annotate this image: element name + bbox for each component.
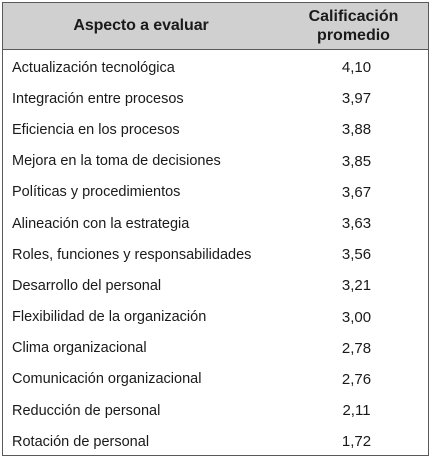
row-aspect: Comunicación organizacional xyxy=(12,371,202,388)
row-score: 2,78 xyxy=(341,339,372,357)
row-aspect: Rotación de personal xyxy=(12,433,150,450)
table-row: Clima organizacional 2,78 xyxy=(3,333,428,364)
header-aspect: Aspecto a evaluar xyxy=(73,17,209,34)
table-row: Actualización tecnológica 4,10 xyxy=(3,52,428,83)
row-aspect: Alineación con la estrategia xyxy=(12,215,190,232)
table-row: Rotación de personal 1,72 xyxy=(3,426,428,457)
table-row: Roles, funciones y responsabilidades 3,5… xyxy=(3,239,428,270)
table-row: Flexibilidad de la organización 3,00 xyxy=(3,302,428,333)
header-score-line1: Calificación xyxy=(308,8,399,25)
row-score: 4,10 xyxy=(341,59,372,77)
header-score: Calificación promedio xyxy=(279,3,428,49)
table-row: Comunicación organizacional 2,76 xyxy=(3,364,428,395)
table-row: Alineación con la estrategia 3,63 xyxy=(3,208,428,239)
row-aspect: Actualización tecnológica xyxy=(12,59,175,76)
row-aspect: Flexibilidad de la organización xyxy=(12,309,207,326)
row-score: 3,00 xyxy=(341,308,372,326)
row-score: 3,21 xyxy=(341,277,372,295)
table-row: Políticas y procedimientos 3,67 xyxy=(3,177,428,208)
header-score-line2: promedio xyxy=(317,27,390,44)
row-aspect: Eficiencia en los procesos xyxy=(12,121,180,138)
row-score: 2,11 xyxy=(342,402,371,420)
table-row: Desarrollo del personal 3,21 xyxy=(3,270,428,301)
row-aspect: Políticas y procedimientos xyxy=(12,184,181,201)
row-score: 1,72 xyxy=(341,433,372,451)
row-score: 3,88 xyxy=(341,121,372,139)
row-aspect: Desarrollo del personal xyxy=(12,277,162,294)
evaluation-table: Aspecto a evaluar Calificación promedio … xyxy=(2,2,429,456)
table-row: Integración entre procesos 3,97 xyxy=(3,83,428,114)
row-score: 3,97 xyxy=(341,90,372,108)
table-header: Aspecto a evaluar Calificación promedio xyxy=(3,3,428,50)
row-aspect: Clima organizacional xyxy=(12,340,147,357)
row-aspect: Reducción de personal xyxy=(12,402,161,419)
table-row: Mejora en la toma de decisiones 3,85 xyxy=(3,146,428,177)
row-score: 2,76 xyxy=(341,370,372,388)
table-row: Eficiencia en los procesos 3,88 xyxy=(3,114,428,145)
table-body: Actualización tecnológica 4,10 Integraci… xyxy=(3,50,428,457)
row-score: 3,85 xyxy=(341,152,372,170)
row-aspect: Integración entre procesos xyxy=(12,90,184,107)
table-row: Reducción de personal 2,11 xyxy=(3,395,428,426)
row-score: 3,56 xyxy=(341,246,372,264)
row-aspect: Mejora en la toma de decisiones xyxy=(12,153,221,170)
row-score: 3,67 xyxy=(341,183,372,201)
row-score: 3,63 xyxy=(341,215,372,233)
row-aspect: Roles, funciones y responsabilidades xyxy=(12,246,252,263)
